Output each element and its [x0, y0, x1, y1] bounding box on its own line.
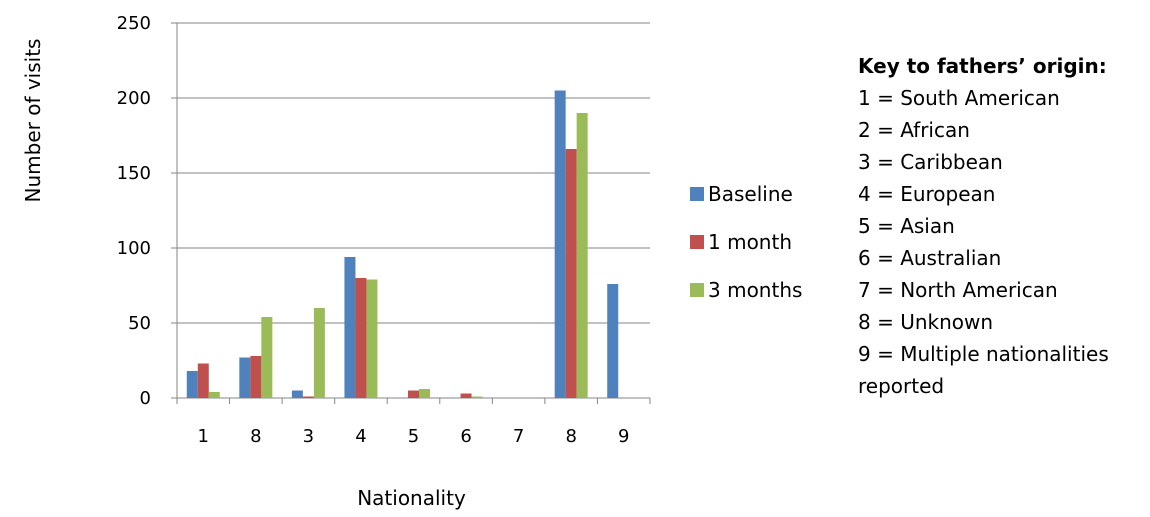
key-line: reported	[858, 374, 945, 398]
legend-label-baseline: Baseline	[708, 182, 793, 206]
x-tick-label: 5	[408, 426, 419, 447]
bar-1-month	[565, 149, 577, 398]
bar-3-months	[208, 392, 220, 398]
key-panel: Key to fathers’ origin: 1 = South Americ…	[858, 50, 1109, 402]
key-line: 8 = Unknown	[858, 310, 994, 334]
x-tick-label: 8	[250, 426, 261, 447]
y-axis-title: Number of visits	[21, 39, 45, 203]
key-line: 9 = Multiple nationalities	[858, 342, 1109, 366]
legend-swatch-1-month	[690, 235, 704, 249]
key-line: 2 = African	[858, 118, 970, 142]
legend-label-1-month: 1 month	[708, 230, 792, 254]
y-tick-label: 150	[117, 163, 151, 184]
key-line: 3 = Caribbean	[858, 150, 1003, 174]
key-line: 5 = Asian	[858, 214, 955, 238]
legend-swatch-3-months	[690, 283, 704, 297]
bar-baseline	[554, 90, 566, 398]
x-tick-label: 6	[460, 426, 471, 447]
bar-1-month	[355, 278, 367, 398]
y-tick-label: 250	[117, 13, 151, 34]
bar-baseline	[186, 371, 198, 398]
x-tick-label: 4	[355, 426, 366, 447]
bar-baseline	[344, 257, 356, 398]
legend-item-baseline: Baseline	[690, 170, 802, 218]
x-tick-label: 9	[618, 426, 629, 447]
key-line: 4 = European	[858, 182, 996, 206]
y-tick-label: 200	[117, 88, 151, 109]
bar-3-months	[313, 308, 325, 398]
key-line: 6 = Australian	[858, 246, 1002, 270]
bar-1-month	[197, 363, 209, 398]
legend-swatch-baseline	[690, 187, 704, 201]
y-tick-label: 50	[128, 313, 151, 334]
x-tick-label: 8	[565, 426, 576, 447]
x-tick-label: 3	[303, 426, 314, 447]
key-line: 1 = South American	[858, 86, 1060, 110]
bar-1-month	[250, 356, 262, 398]
x-tick-label: 1	[198, 426, 209, 447]
bar-baseline	[239, 357, 251, 398]
legend-label-3-months: 3 months	[708, 278, 803, 302]
bar-3-months	[261, 317, 273, 398]
bar-1-month	[408, 390, 419, 398]
x-axis-title: Nationality	[357, 486, 466, 510]
bar-1-month	[460, 393, 472, 398]
key-title: Key to fathers’ origin:	[858, 54, 1107, 78]
x-tick-label: 7	[513, 426, 524, 447]
legend: Baseline 1 month 3 months	[690, 170, 802, 314]
bar-1-month	[302, 396, 314, 398]
y-tick-label: 0	[140, 388, 151, 409]
legend-item-3-months: 3 months	[690, 266, 802, 314]
y-tick-label: 100	[117, 238, 151, 259]
bar-3-months	[366, 279, 378, 398]
bar-3-months	[471, 396, 483, 398]
bar-3-months	[419, 389, 430, 398]
legend-item-1-month: 1 month	[690, 218, 802, 266]
bar-baseline	[291, 390, 303, 398]
key-line: 7 = North American	[858, 278, 1058, 302]
bar-3-months	[576, 113, 588, 398]
bar-baseline	[607, 284, 619, 398]
